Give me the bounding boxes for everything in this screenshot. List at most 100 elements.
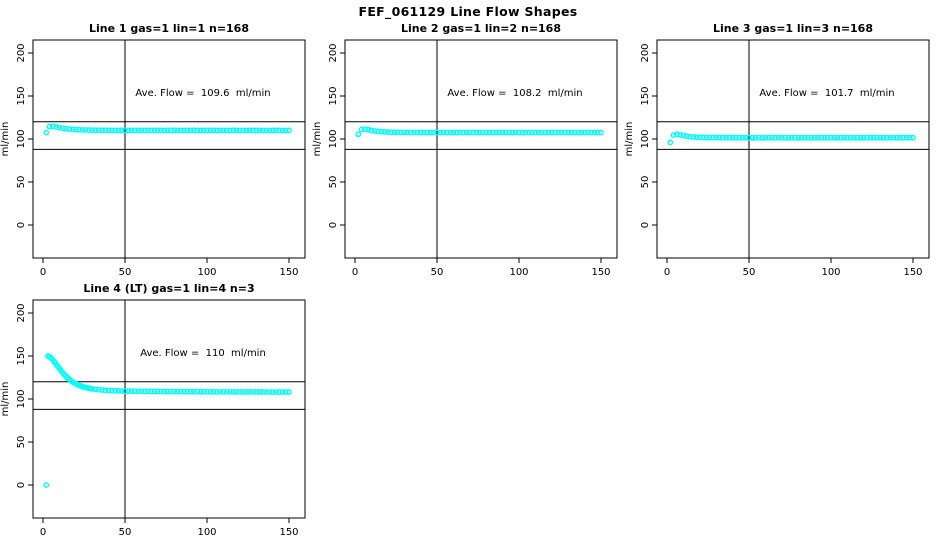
data-point (145, 388, 151, 395)
data-point (145, 127, 151, 134)
data-point (703, 134, 710, 141)
x-tick-label: 0 (352, 267, 358, 278)
data-point (56, 124, 63, 131)
data-point (112, 387, 119, 394)
data-point (759, 134, 766, 141)
x-tick-label: 50 (431, 267, 444, 278)
data-point (190, 388, 197, 395)
panel-border (344, 39, 618, 259)
data-point (358, 126, 365, 133)
data-point (466, 129, 473, 136)
data-point (79, 126, 86, 133)
data-point (184, 388, 191, 395)
data-point (282, 127, 289, 134)
data-point (99, 387, 105, 393)
data-point (404, 129, 411, 136)
data-point (749, 134, 756, 141)
data-point (286, 389, 292, 395)
data-point (220, 388, 227, 395)
data-point (893, 134, 900, 141)
data-point (197, 388, 204, 395)
data-point (256, 389, 263, 395)
x-tick-label: 100 (509, 267, 528, 278)
data-point (246, 389, 253, 395)
data-point (168, 127, 174, 134)
data-point (105, 127, 112, 134)
data-point (220, 127, 227, 134)
data-point (752, 134, 759, 141)
data-point (732, 134, 739, 141)
data-point (772, 134, 779, 141)
data-point (706, 134, 713, 141)
data-point (447, 129, 454, 136)
data-point (548, 129, 555, 136)
data-point (223, 127, 230, 134)
data-point (259, 389, 266, 395)
data-point (207, 388, 214, 395)
data-point (578, 129, 585, 136)
data-point (434, 129, 440, 136)
data-point (575, 129, 581, 136)
data-point (814, 134, 821, 141)
panel-3-ave-flow-annotation: Ave. Flow = 101.7 ml/min (759, 88, 895, 99)
x-tick-label: 0 (40, 267, 46, 278)
data-point (473, 129, 480, 136)
x-tick-label: 150 (279, 527, 298, 538)
data-point (778, 134, 785, 141)
data-point (509, 129, 516, 136)
data-point (591, 129, 598, 136)
data-point (378, 128, 385, 135)
data-point (233, 388, 240, 395)
data-point (194, 127, 201, 134)
data-point (230, 388, 237, 395)
data-point (279, 389, 286, 395)
data-point (210, 127, 217, 134)
data-point (821, 134, 828, 141)
data-point (66, 126, 73, 132)
panel-1-ave-flow-annotation: Ave. Flow = 109.6 ml/min (135, 88, 271, 99)
x-tick-label: 0 (40, 527, 46, 538)
data-point (125, 127, 132, 134)
data-point (200, 388, 207, 395)
y-axis-label: ml/min (0, 122, 11, 157)
x-tick-label: 50 (743, 267, 756, 278)
data-point (414, 129, 421, 136)
y-tick-label: 200 (328, 43, 339, 62)
data-point (486, 129, 493, 136)
data-point (493, 129, 499, 136)
data-point (122, 127, 128, 134)
data-point (161, 127, 168, 134)
data-point (532, 129, 539, 136)
data-point (365, 126, 372, 133)
data-point (246, 127, 253, 134)
data-point (204, 127, 210, 134)
data-point (213, 127, 220, 134)
panel-4-title: Line 4 (LT) gas=1 lin=4 n=3 (83, 282, 255, 295)
data-point (286, 127, 292, 134)
data-point (92, 386, 99, 393)
data-point (269, 127, 276, 134)
data-point (151, 127, 158, 134)
data-point (529, 129, 536, 136)
data-point (391, 129, 398, 136)
data-point (896, 134, 903, 141)
data-point (174, 127, 181, 134)
data-point (148, 388, 155, 395)
data-point (851, 134, 857, 141)
data-point (112, 127, 119, 134)
data-point (236, 389, 243, 395)
data-point (161, 388, 168, 395)
data-point (430, 129, 437, 136)
data-point (499, 129, 506, 136)
data-point (115, 388, 122, 394)
data-point (69, 126, 76, 133)
panel-border (32, 299, 306, 519)
y-tick-label: 50 (16, 436, 27, 449)
data-point (483, 129, 490, 136)
data-point (384, 129, 391, 136)
y-tick-label: 0 (16, 222, 27, 228)
data-point (667, 139, 674, 146)
data-point (417, 129, 424, 136)
data-point (282, 389, 289, 395)
y-tick-label: 200 (16, 43, 27, 62)
